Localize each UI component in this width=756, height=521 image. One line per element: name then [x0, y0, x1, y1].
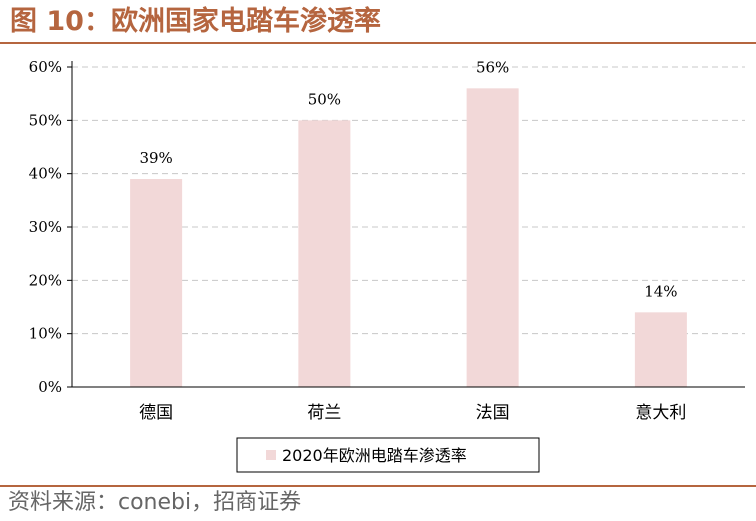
source-note: 资料来源：conebi，招商证券	[8, 490, 302, 515]
bar	[130, 179, 183, 387]
y-tick-label: 0%	[38, 378, 62, 396]
y-tick-label: 10%	[29, 325, 62, 343]
bar	[466, 88, 519, 387]
category-label: 荷兰	[307, 403, 341, 423]
bar-value-label: 39%	[139, 149, 172, 167]
y-tick-label: 20%	[29, 271, 62, 289]
bar-chart: 0% 10% 20% 30% 40% 50% 60% 39% 德国 50% 荷兰 56% 法国 14% 意大…	[29, 58, 745, 473]
legend-swatch	[266, 450, 276, 460]
bar-value-label: 14%	[644, 282, 677, 300]
category-label: 意大利	[635, 403, 686, 423]
bars	[130, 88, 687, 387]
axes	[67, 61, 745, 388]
bar	[634, 312, 687, 387]
y-tick-label: 40%	[29, 165, 62, 183]
y-tick-label: 50%	[29, 111, 62, 129]
legend-label: 2020年欧洲电踏车渗透率	[282, 446, 467, 465]
legend: 2020年欧洲电踏车渗透率	[236, 437, 540, 473]
bar-value-label: 56%	[476, 58, 509, 76]
labels: 0% 10% 20% 30% 40% 50% 60% 39% 德国 50% 荷兰 56% 法国 14% 意大…	[29, 58, 687, 423]
legend-box	[236, 437, 540, 473]
y-tick-label: 60%	[29, 58, 62, 76]
source-rule	[0, 485, 756, 487]
bar-value-label: 50%	[308, 90, 341, 108]
category-label: 德国	[139, 403, 173, 423]
category-label: 法国	[476, 403, 510, 423]
bar	[298, 120, 351, 387]
title-rule	[0, 42, 756, 44]
figure-title: 图 10：欧洲国家电踏车渗透率	[10, 6, 381, 37]
y-tick-label: 30%	[29, 218, 62, 236]
gridlines	[72, 66, 745, 335]
